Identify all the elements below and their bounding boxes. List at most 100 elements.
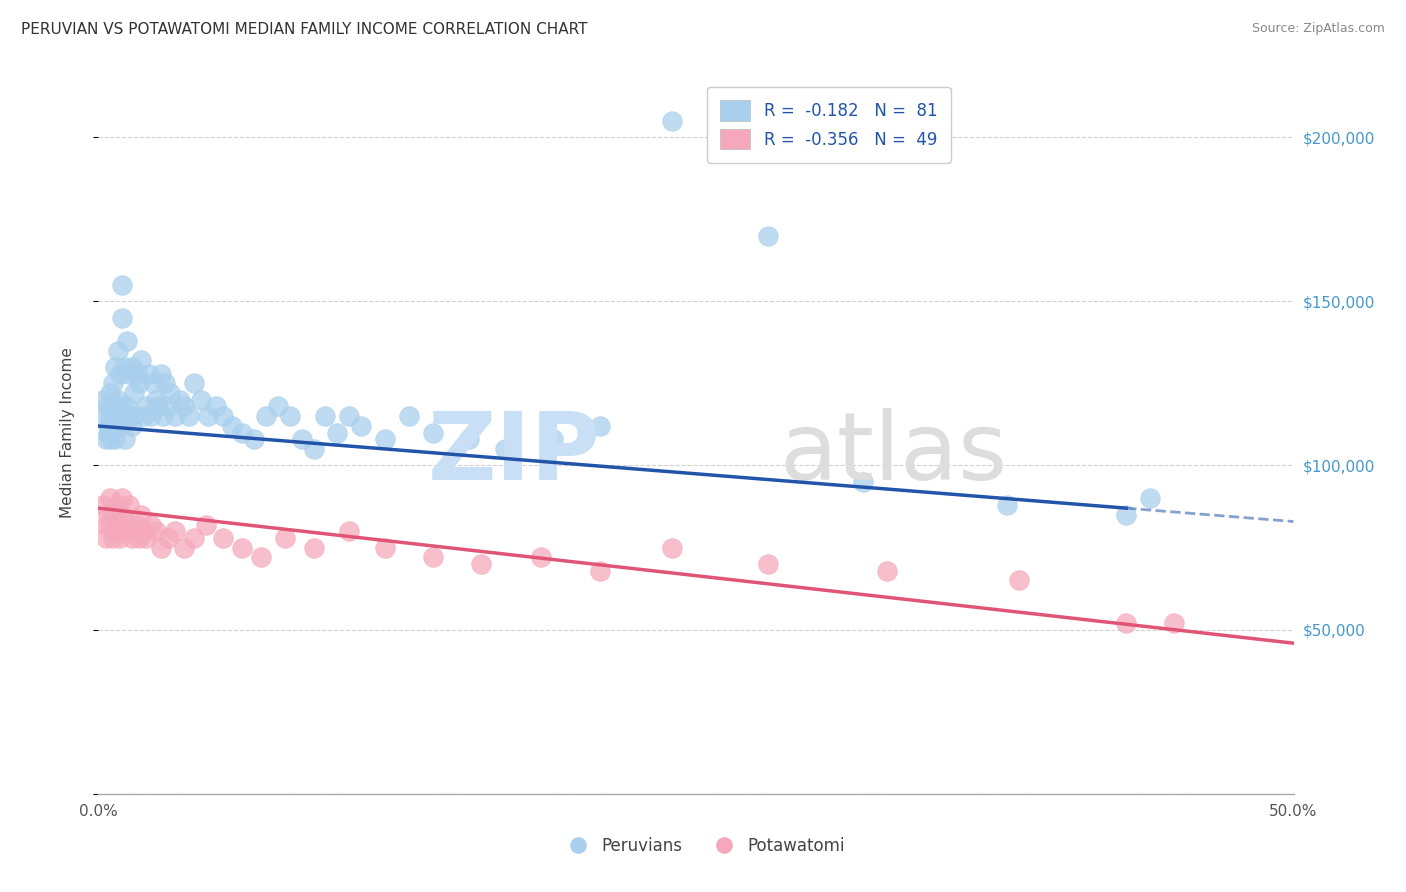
Point xyxy=(115,400,138,414)
Point xyxy=(197,409,219,424)
Point xyxy=(97,425,120,440)
Point xyxy=(135,400,157,414)
Point xyxy=(190,392,212,407)
Point xyxy=(995,498,1018,512)
Point xyxy=(231,541,253,555)
Point xyxy=(756,228,779,243)
Point xyxy=(101,400,124,414)
Point xyxy=(104,432,127,446)
Point xyxy=(183,531,205,545)
Text: ZIP: ZIP xyxy=(427,409,600,500)
Point xyxy=(350,419,373,434)
Point xyxy=(97,419,120,434)
Point xyxy=(104,359,127,374)
Point xyxy=(131,508,153,522)
Point xyxy=(91,498,114,512)
Point xyxy=(135,531,157,545)
Point xyxy=(125,517,148,532)
Point xyxy=(278,409,301,424)
Point xyxy=(104,508,127,522)
Point xyxy=(756,557,779,571)
Point xyxy=(458,432,481,446)
Point xyxy=(139,409,162,424)
Point xyxy=(1008,574,1031,588)
Point xyxy=(211,531,233,545)
Point xyxy=(326,425,349,440)
Point xyxy=(221,419,243,434)
Point xyxy=(145,392,167,407)
Point xyxy=(339,524,361,538)
Point xyxy=(101,376,124,391)
Point xyxy=(155,376,177,391)
Point xyxy=(148,400,170,414)
Point xyxy=(231,425,253,440)
Point xyxy=(91,392,114,407)
Point xyxy=(1115,508,1137,522)
Point xyxy=(156,400,179,414)
Point xyxy=(114,524,136,538)
Point xyxy=(173,400,195,414)
Point xyxy=(291,432,314,446)
Point xyxy=(118,367,141,381)
Point xyxy=(108,531,131,545)
Point xyxy=(121,531,143,545)
Point xyxy=(115,334,138,348)
Point xyxy=(243,432,266,446)
Point xyxy=(152,409,174,424)
Point xyxy=(98,432,122,446)
Point xyxy=(128,376,150,391)
Point xyxy=(115,517,138,532)
Legend: Peruvians, Potawatomi: Peruvians, Potawatomi xyxy=(554,830,852,862)
Point xyxy=(94,517,117,532)
Point xyxy=(118,409,141,424)
Point xyxy=(267,400,290,414)
Point xyxy=(98,409,122,424)
Text: Source: ZipAtlas.com: Source: ZipAtlas.com xyxy=(1251,22,1385,36)
Point xyxy=(149,541,172,555)
Point xyxy=(139,517,162,532)
Point xyxy=(274,531,297,545)
Point xyxy=(98,517,122,532)
Point xyxy=(128,531,150,545)
Point xyxy=(876,564,898,578)
Point xyxy=(149,367,172,381)
Point xyxy=(494,442,516,456)
Point xyxy=(107,498,129,512)
Point xyxy=(470,557,492,571)
Text: PERUVIAN VS POTAWATOMI MEDIAN FAMILY INCOME CORRELATION CHART: PERUVIAN VS POTAWATOMI MEDIAN FAMILY INC… xyxy=(21,22,588,37)
Point xyxy=(108,367,131,381)
Point xyxy=(98,386,122,401)
Point xyxy=(107,392,129,407)
Point xyxy=(111,508,134,522)
Point xyxy=(173,541,195,555)
Point xyxy=(1163,616,1185,631)
Point xyxy=(1115,616,1137,631)
Point xyxy=(94,409,117,424)
Point xyxy=(422,425,444,440)
Point xyxy=(541,432,564,446)
Point xyxy=(111,277,134,292)
Point xyxy=(589,419,612,434)
Point xyxy=(107,517,129,532)
Point xyxy=(124,524,146,538)
Point xyxy=(422,550,444,565)
Point xyxy=(121,359,143,374)
Point xyxy=(145,524,167,538)
Point xyxy=(661,113,683,128)
Point xyxy=(97,508,120,522)
Point xyxy=(111,491,134,506)
Point xyxy=(211,409,233,424)
Point xyxy=(111,400,134,414)
Point xyxy=(530,550,553,565)
Point xyxy=(315,409,337,424)
Text: atlas: atlas xyxy=(779,409,1008,500)
Point xyxy=(339,409,361,424)
Point xyxy=(132,409,155,424)
Point xyxy=(138,367,160,381)
Point xyxy=(374,432,396,446)
Point xyxy=(124,409,146,424)
Point xyxy=(114,432,136,446)
Point xyxy=(104,524,127,538)
Y-axis label: Median Family Income: Median Family Income xyxy=(60,347,75,518)
Point xyxy=(302,541,325,555)
